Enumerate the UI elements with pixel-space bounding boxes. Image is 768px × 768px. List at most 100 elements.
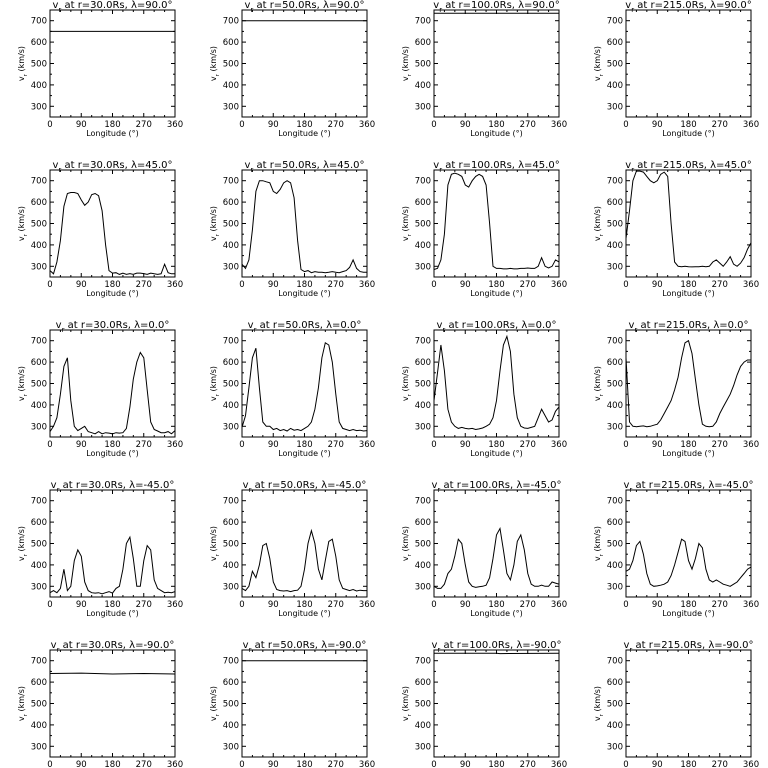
- plot-frame: [625, 329, 752, 438]
- y-tick-label: 500: [607, 220, 623, 230]
- y-tick-label: 600: [31, 358, 47, 368]
- x-tick-label: 90: [460, 120, 471, 130]
- data-line: [242, 528, 367, 593]
- y-tick-label: 300: [223, 102, 239, 112]
- x-tick-label: 180: [488, 120, 504, 130]
- y-tick-label: 500: [31, 60, 47, 70]
- x-tick-label: 90: [268, 440, 279, 450]
- x-tick-label: 90: [76, 440, 87, 450]
- panel-9: vr at r=30.0Rs, λ=0.0°0 90 180 270 360300400…: [17, 320, 183, 458]
- y-axis-label: vr (km/s): [17, 46, 29, 81]
- plot-frame: [49, 489, 176, 598]
- y-axis-label: vr (km/s): [593, 526, 605, 561]
- y-tick-label: 300: [415, 262, 431, 272]
- y-tick-label: 300: [607, 742, 623, 752]
- y-tick-label: 500: [31, 540, 47, 550]
- panel-10: vr at r=50.0Rs, λ=0.0°0 90 180 270 360300400…: [209, 320, 375, 458]
- y-tick-label: 400: [415, 401, 431, 411]
- panel-4: vr at r=215.0Rs, λ=90.0°0 90 180 270 3603004…: [593, 0, 759, 138]
- y-axis-label: vr (km/s): [401, 46, 413, 81]
- x-tick-label: 0: [239, 280, 244, 290]
- x-tick-label: 180: [296, 440, 312, 450]
- x-tick-label: 90: [268, 120, 279, 130]
- x-tick-label: 180: [488, 280, 504, 290]
- y-tick-label: 300: [31, 742, 47, 752]
- panel-15: vr at r=100.0Rs, λ=-45.0°0 90 180 270 360300…: [401, 480, 567, 618]
- x-tick-label: 0: [431, 120, 436, 130]
- x-tick-label: 180: [680, 440, 696, 450]
- x-tick-label: 180: [680, 760, 696, 768]
- x-tick-label: 0: [431, 600, 436, 610]
- x-tick-label: 270: [520, 280, 536, 290]
- y-tick-label: 500: [223, 220, 239, 230]
- x-tick-label: 180: [488, 600, 504, 610]
- y-tick-label: 600: [415, 198, 431, 208]
- y-tick-label: 600: [607, 518, 623, 528]
- y-tick-label: 400: [415, 721, 431, 731]
- y-tick-label: 600: [607, 38, 623, 48]
- y-tick-label: 700: [415, 17, 431, 27]
- plot-frame: [241, 9, 368, 118]
- panel-14: vr at r=50.0Rs, λ=-45.0°0 90 180 270 3603004…: [209, 480, 375, 618]
- y-tick-label: 600: [223, 678, 239, 688]
- x-tick-label: 180: [104, 440, 120, 450]
- y-tick-label: 500: [607, 700, 623, 710]
- y-tick-label: 700: [415, 177, 431, 187]
- x-axis-label: Longitude (°): [662, 289, 715, 298]
- y-tick-label: 700: [607, 337, 623, 347]
- plot-frame: [625, 649, 752, 758]
- y-tick-label: 600: [607, 678, 623, 688]
- data-line: [626, 170, 751, 268]
- y-axis-label: vr (km/s): [17, 366, 29, 401]
- y-tick-label: 700: [223, 657, 239, 667]
- data-line: [50, 672, 175, 675]
- x-tick-label: 0: [623, 440, 628, 450]
- x-tick-label: 180: [296, 600, 312, 610]
- x-tick-label: 360: [167, 280, 183, 290]
- x-tick-label: 90: [268, 600, 279, 610]
- y-axis-label: vr (km/s): [401, 526, 413, 561]
- y-axis-label: vr (km/s): [593, 366, 605, 401]
- plot-frame: [625, 489, 752, 598]
- x-tick-label: 270: [136, 120, 152, 130]
- y-tick-label: 700: [223, 17, 239, 27]
- data-line: [434, 172, 559, 270]
- x-tick-label: 0: [47, 120, 52, 130]
- panel-5: vr at r=30.0Rs, λ=45.0°0 90 180 270 36030040…: [17, 160, 183, 298]
- y-tick-label: 500: [607, 60, 623, 70]
- x-tick-label: 90: [652, 600, 663, 610]
- x-tick-label: 270: [136, 280, 152, 290]
- data-line: [50, 535, 175, 595]
- x-tick-label: 90: [652, 280, 663, 290]
- y-tick-label: 600: [415, 678, 431, 688]
- x-tick-label: 180: [296, 120, 312, 130]
- y-tick-label: 500: [415, 220, 431, 230]
- x-tick-label: 0: [239, 600, 244, 610]
- x-tick-label: 0: [47, 440, 52, 450]
- y-tick-label: 400: [31, 561, 47, 571]
- y-tick-label: 300: [607, 262, 623, 272]
- x-axis-label: Longitude (°): [662, 129, 715, 138]
- y-tick-label: 500: [607, 380, 623, 390]
- x-tick-label: 180: [104, 760, 120, 768]
- x-tick-label: 270: [520, 120, 536, 130]
- y-axis-label: vr (km/s): [593, 686, 605, 721]
- plot-frame: [433, 489, 560, 598]
- x-tick-label: 360: [743, 440, 759, 450]
- y-tick-label: 300: [415, 102, 431, 112]
- y-tick-label: 700: [607, 497, 623, 507]
- panel-1: vr at r=30.0Rs, λ=90.0°0 90 180 270 36030040…: [17, 0, 183, 138]
- x-tick-label: 180: [296, 760, 312, 768]
- x-tick-label: 180: [488, 440, 504, 450]
- y-tick-label: 300: [607, 422, 623, 432]
- y-tick-label: 700: [223, 337, 239, 347]
- y-tick-label: 400: [223, 81, 239, 91]
- y-axis-label: vr (km/s): [401, 366, 413, 401]
- data-line: [626, 538, 751, 587]
- y-tick-label: 400: [31, 401, 47, 411]
- data-line: [50, 351, 175, 435]
- y-tick-label: 700: [415, 657, 431, 667]
- y-tick-label: 300: [223, 262, 239, 272]
- y-tick-label: 600: [415, 38, 431, 48]
- plot-frame: [49, 169, 176, 278]
